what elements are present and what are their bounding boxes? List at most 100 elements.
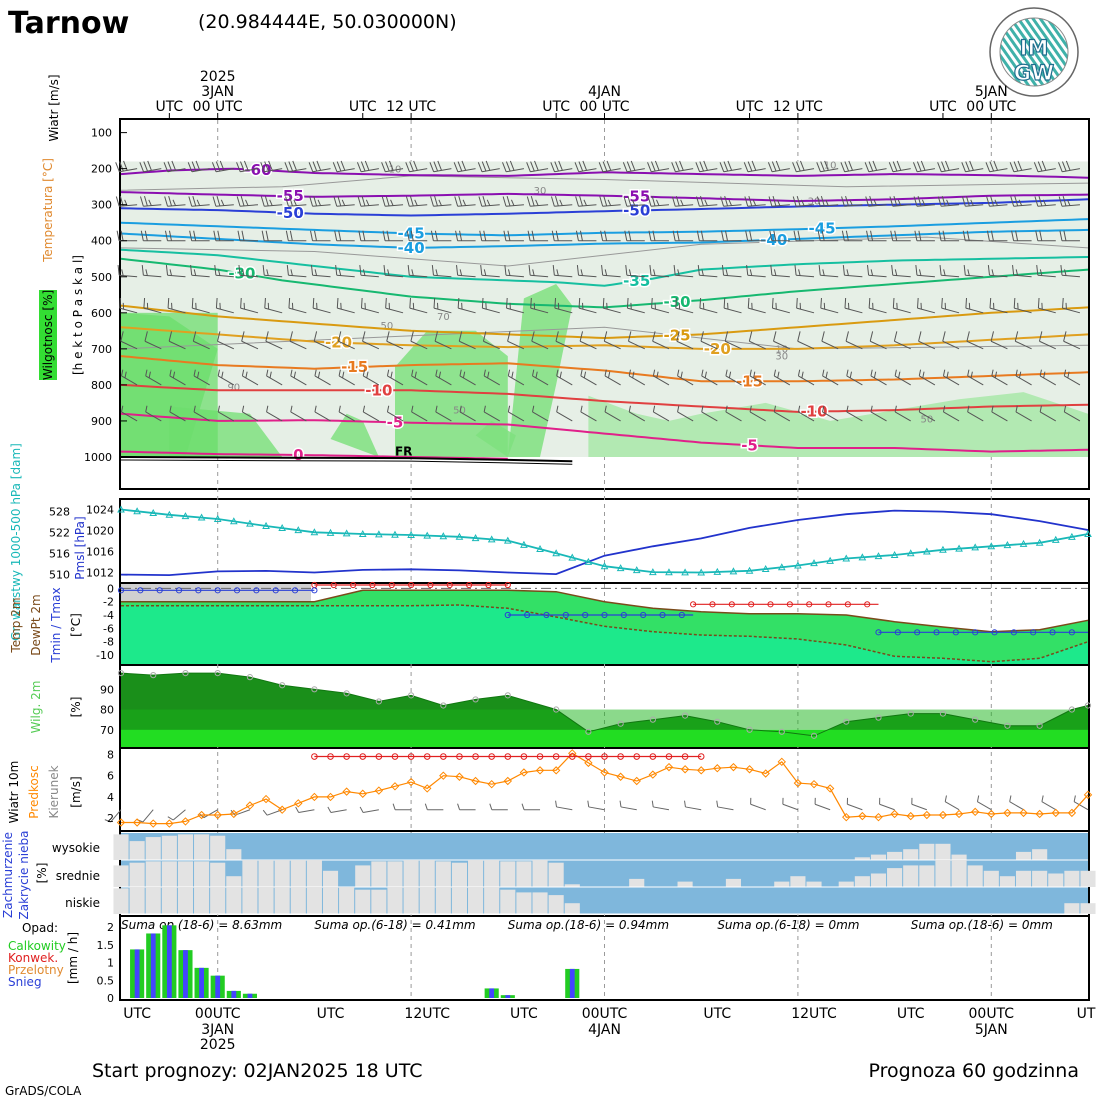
wind-barb bbox=[454, 195, 476, 207]
tmax-marker bbox=[388, 581, 395, 589]
cloud-bar-mid bbox=[451, 862, 468, 887]
wind-speed-marker bbox=[1083, 790, 1093, 800]
gph-marker bbox=[1035, 538, 1044, 546]
wind-speed-marker bbox=[825, 784, 835, 793]
wind-barb bbox=[986, 230, 1008, 242]
cloud-bar-mid bbox=[983, 870, 999, 887]
wind-barb bbox=[599, 195, 621, 207]
cloud-bar-mid bbox=[468, 860, 484, 887]
wind-barb bbox=[648, 230, 669, 242]
wind-barb bbox=[455, 230, 476, 242]
wind-barb bbox=[359, 265, 379, 278]
wind-barb bbox=[165, 265, 186, 278]
temp-tick-label: -2 bbox=[103, 596, 114, 609]
cloud-bar-mid bbox=[113, 865, 129, 887]
wind-barb bbox=[338, 369, 355, 386]
wind-barb bbox=[918, 331, 936, 350]
wind-barb bbox=[987, 265, 1008, 278]
wind-speed-marker bbox=[294, 799, 303, 808]
wind-barb bbox=[264, 297, 283, 314]
wind-barb bbox=[937, 160, 960, 173]
wind-barb bbox=[793, 230, 815, 242]
cloud-bar-high bbox=[129, 841, 145, 860]
wind-barb bbox=[334, 230, 355, 242]
precip-conv-bar bbox=[569, 968, 575, 998]
humidity-tick-label: 90 bbox=[100, 683, 114, 696]
wind-barb bbox=[625, 265, 645, 278]
wind-barb bbox=[1063, 331, 1081, 350]
humidity-blob bbox=[507, 284, 573, 457]
wind-barb bbox=[238, 265, 259, 278]
tmax-marker bbox=[408, 581, 415, 589]
wind-barb bbox=[846, 797, 863, 811]
isotherm-label: -40 bbox=[398, 239, 425, 257]
wind-barb bbox=[409, 297, 428, 314]
gph-marker bbox=[826, 556, 834, 564]
temp-tick-label: -10 bbox=[96, 649, 114, 662]
wind-tick-label: 6 bbox=[107, 770, 114, 783]
gph-marker bbox=[197, 513, 206, 521]
wind-max-marker bbox=[359, 753, 367, 760]
cloud-bar-high bbox=[1032, 849, 1048, 860]
wind-max-marker bbox=[520, 753, 528, 760]
bottom-time-label: UTC bbox=[123, 1006, 151, 1022]
wind-speed-marker bbox=[858, 811, 867, 821]
humidity-blob bbox=[395, 330, 508, 457]
tmin-marker bbox=[543, 611, 550, 619]
wind-barb bbox=[822, 369, 839, 386]
cloud-bar-high bbox=[194, 834, 210, 860]
bottom-time-label: 12UTC bbox=[404, 1006, 450, 1022]
wind-barb bbox=[386, 405, 404, 422]
cloud-bar-mid bbox=[967, 865, 983, 887]
top-date-label: 2025 bbox=[200, 69, 236, 85]
top-date-label: 3JAN bbox=[201, 84, 234, 100]
tmin-marker bbox=[620, 611, 627, 619]
cloud-bar-low bbox=[500, 889, 516, 914]
wind-max-marker bbox=[343, 753, 350, 760]
tmin-marker bbox=[272, 587, 279, 594]
dewpt-area bbox=[121, 605, 1088, 664]
pressure-tick-label: 900 bbox=[91, 415, 112, 428]
gph-marker bbox=[874, 552, 883, 560]
bottom-time-label: 00UTC bbox=[969, 1006, 1015, 1022]
humidity-marker bbox=[375, 698, 382, 705]
pmsl-tick-label: 1020 bbox=[86, 525, 114, 538]
wind-barb bbox=[265, 331, 283, 350]
wind-speed-marker bbox=[181, 817, 190, 826]
wind-barb bbox=[309, 195, 331, 207]
tmin-marker bbox=[601, 611, 608, 619]
wind-barb bbox=[121, 405, 138, 422]
gph-marker bbox=[133, 507, 141, 515]
wind-barb bbox=[481, 297, 500, 314]
bottom-time-label: 12UTC bbox=[791, 1006, 837, 1022]
cloud-bar-mid bbox=[290, 860, 306, 887]
wind-barb bbox=[1015, 369, 1032, 386]
wind-barb bbox=[990, 331, 1008, 350]
temp-unit-label: [°C] bbox=[69, 613, 83, 637]
wind-barb bbox=[991, 405, 1008, 422]
wind-barb bbox=[891, 265, 911, 278]
pressure-tick-label: 1000 bbox=[84, 451, 112, 464]
freezing-line bbox=[120, 459, 573, 465]
cloud-bar-mid bbox=[145, 861, 161, 887]
wind-speed-marker bbox=[535, 766, 545, 775]
wind-barb bbox=[260, 160, 283, 173]
wind-barb bbox=[721, 265, 742, 278]
bottom-date-label: 3JAN bbox=[201, 1022, 234, 1038]
station-coordinates: (20.984444E, 50.030000N) bbox=[198, 11, 457, 33]
wind-barb bbox=[985, 160, 1008, 173]
wind-max-marker bbox=[649, 753, 657, 760]
tmin-marker bbox=[1030, 629, 1037, 636]
isotherm-label: -30 bbox=[663, 293, 690, 311]
wind-barb bbox=[986, 195, 1008, 207]
wind-barb bbox=[217, 331, 235, 350]
cloud-bar-mid bbox=[677, 881, 693, 887]
cloud-plot bbox=[113, 833, 1096, 915]
humidity-marker bbox=[681, 712, 689, 719]
wind-barb bbox=[961, 160, 984, 173]
wind-barb bbox=[890, 230, 911, 242]
wind-barb bbox=[587, 800, 605, 811]
wind-max-marker bbox=[617, 753, 624, 760]
tmax-marker bbox=[844, 601, 851, 608]
wind-barb bbox=[771, 297, 790, 314]
